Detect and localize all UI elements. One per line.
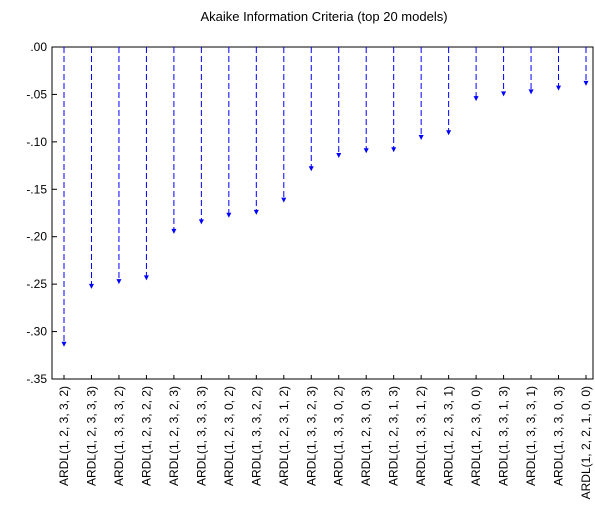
x-category-label: ARDL(1, 2, 3, 2, 2): [139, 386, 153, 486]
y-axis: .00 -.05 -.10 -.15 -.20 -.25 -.30 -.35: [26, 40, 57, 386]
x-category-label: ARDL(1, 3, 3, 0, 2): [332, 386, 346, 486]
data-point-arrowhead: [308, 166, 314, 172]
x-category-label: ARDL(1, 2, 2, 1, 0, 0): [579, 386, 593, 499]
y-tick-label: -.20: [26, 230, 47, 244]
data-point-arrowhead: [198, 219, 204, 225]
x-category-label: ARDL(1, 3, 3, 2, 3): [304, 386, 318, 486]
x-category-label: ARDL(1, 2, 3, 1, 3): [387, 386, 401, 486]
x-category-label: ARDL(1, 2, 3, 0, 3): [359, 386, 373, 486]
data-point-arrowhead: [171, 228, 177, 234]
y-tick-label: -.25: [26, 277, 47, 291]
data-point-arrowhead: [528, 89, 534, 95]
x-category-label: ARDL(1, 2, 3, 2, 3): [167, 386, 181, 486]
data-point-arrowhead: [226, 212, 232, 218]
x-axis: ARDL(1, 2, 3, 3, 2) ARDL(1, 2, 3, 3, 3) AR…: [57, 375, 593, 499]
data-stems: [61, 47, 589, 347]
x-category-label: ARDL(1, 2, 3, 0, 0): [469, 386, 483, 486]
data-point-arrowhead: [61, 341, 67, 347]
data-point-arrowhead: [446, 130, 452, 136]
x-category-label: ARDL(1, 2, 3, 1, 2): [277, 386, 291, 486]
x-category-label: ARDL(1, 2, 3, 3, 3): [84, 386, 98, 486]
data-point-arrowhead: [583, 80, 589, 86]
data-point-arrowhead: [418, 134, 424, 140]
data-point-arrowhead: [501, 91, 507, 97]
data-point-arrowhead: [556, 85, 562, 91]
y-tick-label: .00: [30, 40, 47, 54]
x-category-label: ARDL(1, 3, 3, 2, 2): [249, 386, 263, 486]
x-category-label: ARDL(1, 3, 3, 0, 3): [552, 386, 566, 486]
x-category-label: ARDL(1, 2, 3, 3, 2): [57, 386, 71, 486]
x-category-label: ARDL(1, 2, 3, 3, 1): [442, 386, 456, 486]
data-point-arrowhead: [336, 152, 342, 158]
data-point-arrowhead: [88, 283, 94, 289]
data-point-arrowhead: [473, 96, 479, 102]
data-point-arrowhead: [391, 147, 397, 153]
y-tick-label: -.15: [26, 182, 47, 196]
plot-area-frame: [51, 46, 594, 380]
x-category-label: ARDL(1, 3, 3, 3, 3): [194, 386, 208, 486]
data-point-arrowhead: [116, 279, 122, 285]
x-category-label: ARDL(1, 3, 3, 3, 1): [524, 386, 538, 486]
x-category-label: ARDL(1, 3, 3, 1, 2): [414, 386, 428, 486]
data-point-arrowhead: [363, 148, 369, 154]
data-point-arrowhead: [143, 275, 149, 281]
x-category-label: ARDL(1, 3, 3, 1, 3): [497, 386, 511, 486]
chart-title: Akaike Information Criteria (top 20 mode…: [200, 9, 447, 24]
data-point-arrowhead: [253, 209, 259, 215]
x-category-label: ARDL(1, 2, 3, 0, 2): [222, 386, 236, 486]
y-tick-label: -.30: [26, 325, 47, 339]
y-tick-label: -.35: [26, 372, 47, 386]
y-tick-label: -.10: [26, 135, 47, 149]
x-category-label: ARDL(1, 3, 3, 3, 2): [112, 386, 126, 486]
y-tick-label: -.05: [26, 87, 47, 101]
data-point-arrowhead: [281, 197, 287, 203]
